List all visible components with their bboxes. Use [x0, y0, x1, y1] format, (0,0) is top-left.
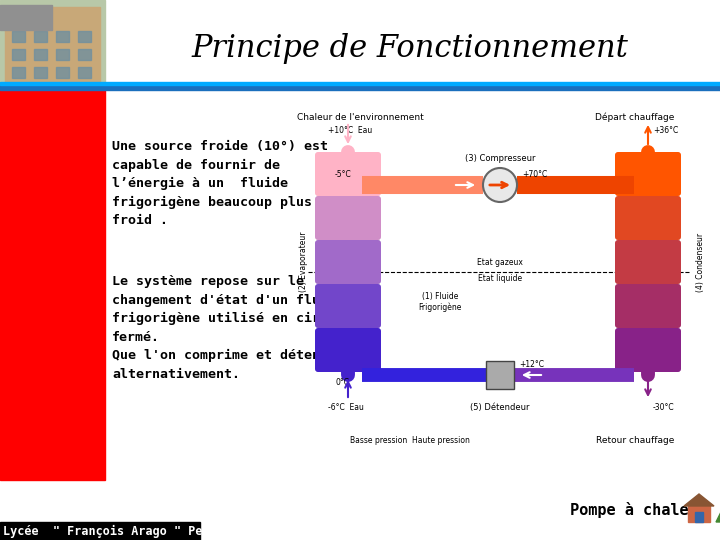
FancyBboxPatch shape	[615, 284, 681, 328]
Text: Le système repose sur le
changement d'état d'un fluide
frigorigène utilisé en ci: Le système repose sur le changement d'ét…	[112, 275, 352, 381]
Text: (5) Détendeur: (5) Détendeur	[470, 403, 530, 412]
Text: Basse pression  Haute pression: Basse pression Haute pression	[350, 436, 470, 445]
FancyBboxPatch shape	[615, 328, 681, 372]
Bar	[78, 31, 91, 42]
Bar	[0, 522, 200, 540]
Text: 0°C: 0°C	[336, 378, 350, 387]
Bar	[0, 85, 720, 90]
Text: Chaleur de l'environnement: Chaleur de l'environnement	[297, 113, 423, 122]
Circle shape	[483, 168, 517, 202]
Text: Retour chauffage: Retour chauffage	[596, 436, 674, 445]
Text: -30°C: -30°C	[653, 403, 675, 412]
Text: (1) Fluide
Frigorigène: (1) Fluide Frigorigène	[418, 292, 462, 312]
Bar	[486, 361, 514, 389]
Bar	[56, 67, 69, 78]
Bar	[12, 67, 25, 78]
Bar	[34, 49, 47, 60]
Text: Lycée  " François Arago " Perpignan: Lycée " François Arago " Perpignan	[3, 524, 253, 537]
Bar	[78, 49, 91, 60]
FancyBboxPatch shape	[315, 328, 381, 372]
Text: (3) Compresseur: (3) Compresseur	[464, 154, 535, 163]
Bar	[688, 506, 710, 522]
Bar	[0, 85, 105, 480]
Polygon shape	[684, 494, 714, 506]
Bar	[0, 82, 720, 85]
Bar	[56, 49, 69, 60]
FancyBboxPatch shape	[615, 196, 681, 240]
Text: -6°C  Eau: -6°C Eau	[328, 403, 364, 412]
Text: (2) Evaporateur: (2) Evaporateur	[300, 232, 308, 292]
Bar	[34, 67, 47, 78]
Bar	[695, 512, 703, 522]
Text: Une source froide (10°) est
capable de fournir de
l’énergie à un  fluide
frigori: Une source froide (10°) est capable de f…	[112, 140, 328, 227]
Bar	[56, 31, 69, 42]
Text: Etat liquide: Etat liquide	[478, 274, 522, 283]
Bar	[12, 31, 25, 42]
Text: +12°C: +12°C	[519, 360, 544, 369]
Bar	[5, 7, 100, 82]
Text: Principe de Fonctionnement: Principe de Fonctionnement	[192, 32, 629, 64]
FancyBboxPatch shape	[315, 152, 381, 196]
Text: +10°C  Eau: +10°C Eau	[328, 126, 372, 135]
Bar	[34, 31, 47, 42]
FancyBboxPatch shape	[615, 152, 681, 196]
Text: (4) Condenseur: (4) Condenseur	[696, 232, 704, 292]
Text: -5°C: -5°C	[335, 170, 351, 179]
Polygon shape	[0, 5, 52, 30]
Text: Pompe à chaleur: Pompe à chaleur	[570, 502, 707, 518]
Text: Etat gazeux: Etat gazeux	[477, 258, 523, 267]
Text: +70°C: +70°C	[522, 170, 547, 179]
FancyBboxPatch shape	[315, 240, 381, 284]
Text: Départ chauffage: Départ chauffage	[595, 112, 675, 122]
Bar	[12, 49, 25, 60]
Text: +36°C: +36°C	[653, 126, 678, 135]
Bar	[78, 67, 91, 78]
Bar	[0, 0, 105, 85]
FancyBboxPatch shape	[615, 240, 681, 284]
Polygon shape	[716, 510, 720, 522]
FancyBboxPatch shape	[315, 284, 381, 328]
FancyBboxPatch shape	[315, 196, 381, 240]
